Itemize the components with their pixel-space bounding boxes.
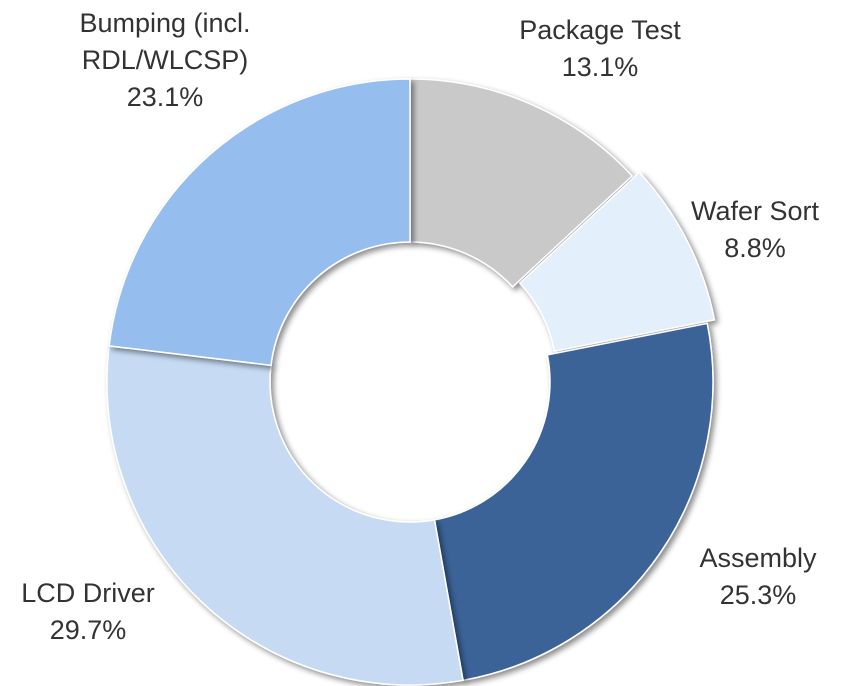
donut-slice (108, 78, 411, 367)
value-label: 25.3% (719, 580, 797, 610)
slice-label: Package Test 13.1% (470, 12, 730, 86)
slice-label: Wafer Sort 8.8% (655, 193, 849, 267)
value-label: 29.7% (49, 615, 127, 645)
value-label: 23.1% (126, 82, 204, 112)
donut-slice (433, 322, 714, 682)
slice-label: LCD Driver 29.7% (0, 575, 188, 649)
category-name: Bumping (incl. RDL/WLCSP) (79, 8, 251, 75)
value-label: 8.8% (724, 233, 786, 263)
slice-label: Assembly 25.3% (658, 540, 849, 614)
donut-slice (106, 345, 464, 686)
category-name: Package Test (519, 15, 681, 45)
slice-label: Bumping (incl. RDL/WLCSP) 23.1% (5, 5, 325, 116)
category-name: Assembly (699, 543, 817, 573)
donut-slice (409, 78, 634, 288)
donut-slice (518, 171, 716, 353)
value-label: 13.1% (561, 52, 639, 82)
category-name: Wafer Sort (690, 196, 820, 226)
category-name: LCD Driver (21, 578, 155, 608)
